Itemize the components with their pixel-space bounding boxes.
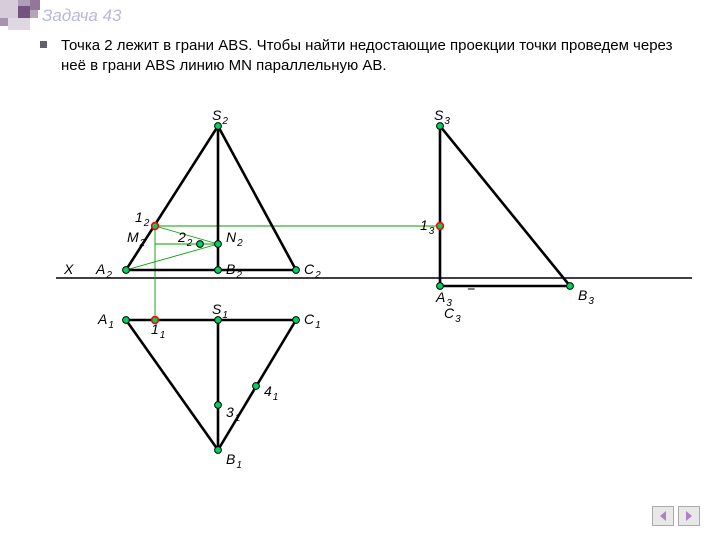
svg-text:A1: A1 [97, 311, 114, 331]
svg-text:=: = [467, 279, 475, 295]
svg-text:X: X [63, 261, 74, 277]
chevron-right-icon [686, 511, 692, 521]
svg-text:C3: C3 [444, 305, 461, 325]
svg-text:13: 13 [420, 217, 435, 237]
svg-text:M2: M2 [127, 229, 146, 249]
svg-text:11: 11 [151, 321, 165, 341]
svg-text:B3: B3 [578, 287, 594, 307]
chevron-left-icon [660, 511, 666, 521]
svg-text:C1: C1 [304, 311, 321, 331]
svg-text:41: 41 [264, 383, 278, 403]
svg-text:B1: B1 [226, 451, 242, 471]
next-button[interactable] [678, 506, 700, 526]
geometry-diagram: XS2A2B2C21222M2N2A1S1C1B1113141S3A3C3B31… [0, 0, 720, 540]
svg-text:N2: N2 [226, 229, 243, 249]
prev-button[interactable] [652, 506, 674, 526]
svg-text:22: 22 [177, 229, 193, 249]
svg-text:31: 31 [226, 404, 240, 424]
nav-controls [652, 506, 700, 526]
svg-text:12: 12 [135, 209, 150, 229]
